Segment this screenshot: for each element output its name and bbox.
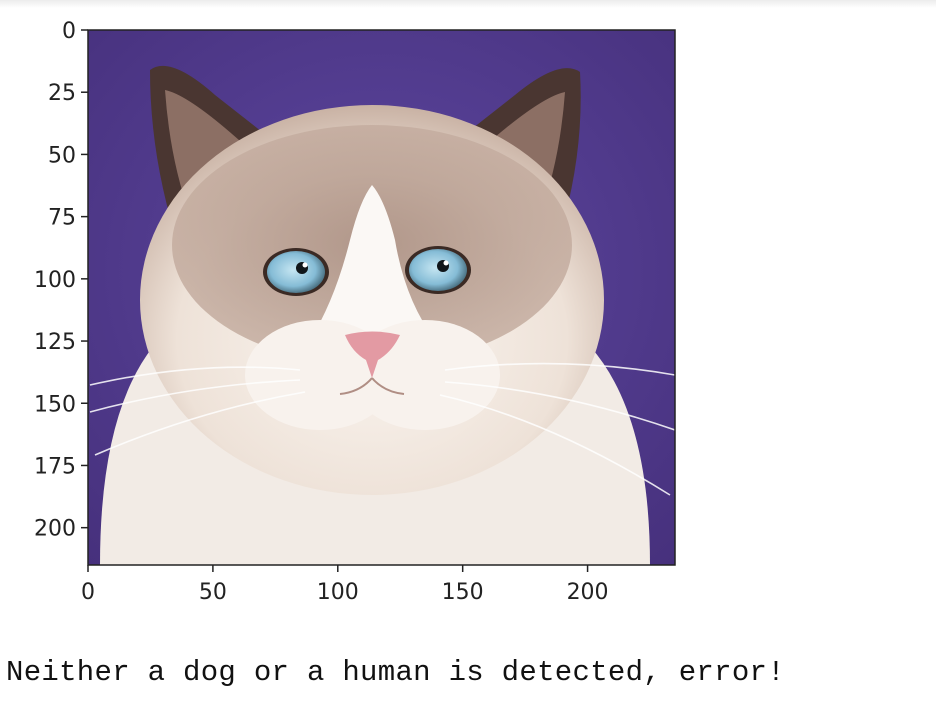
x-tick-label: 50 [199, 580, 227, 605]
x-axis: 0 50 100 150 200 [81, 565, 609, 605]
plot-frame [87, 29, 676, 566]
y-tick-label: 75 [48, 206, 76, 231]
output-message: Neither a dog or a human is detected, er… [6, 656, 785, 689]
right-eye-highlight [443, 260, 449, 266]
nose [345, 331, 400, 378]
cat-image [88, 30, 675, 565]
right-eye [409, 249, 467, 291]
mouth [339, 377, 405, 395]
left-eye-highlight [302, 262, 308, 268]
y-tick-label: 125 [34, 330, 76, 355]
x-tick-label: 0 [81, 580, 95, 605]
y-axis: 0 25 50 75 100 125 150 175 200 [34, 19, 88, 542]
y-tick-label: 200 [34, 517, 76, 542]
top-shade [0, 0, 936, 8]
x-tick-label: 200 [567, 580, 609, 605]
y-tick-label: 50 [48, 143, 76, 168]
white-blaze [310, 185, 435, 360]
y-tick-label: 175 [34, 454, 76, 479]
whiskers [89, 362, 675, 496]
y-tick-label: 150 [34, 392, 76, 417]
image-plot: 0 25 50 75 100 125 150 175 200 0 50 100 150 200 [34, 19, 676, 605]
left-eye [267, 251, 325, 293]
x-tick-label: 150 [442, 580, 484, 605]
y-tick-label: 25 [48, 81, 76, 106]
y-tick-label: 0 [62, 19, 76, 44]
y-tick-label: 100 [34, 268, 76, 293]
x-tick-label: 100 [317, 580, 359, 605]
